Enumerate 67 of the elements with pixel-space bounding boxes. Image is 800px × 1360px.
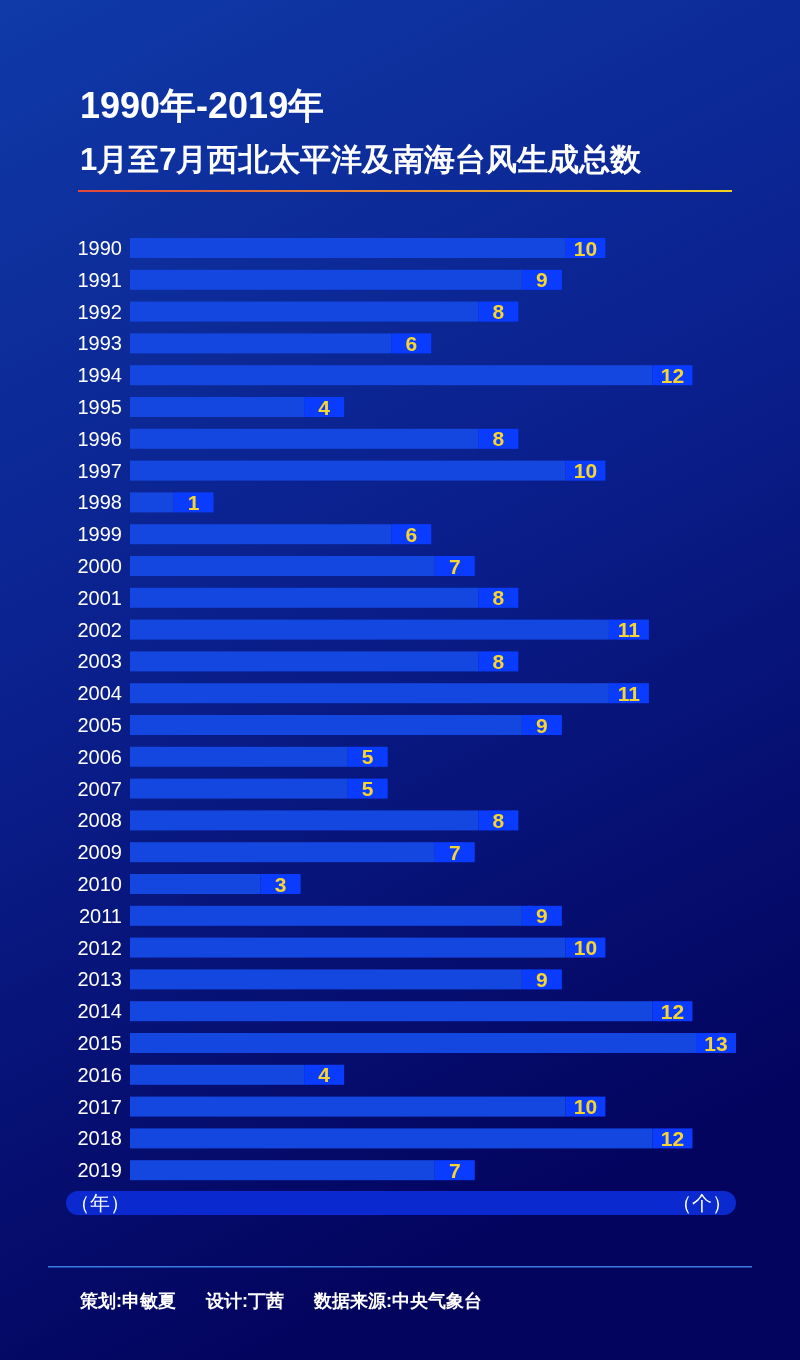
y-tick-label: 2003 — [77, 650, 122, 673]
data-label: 9 — [536, 904, 548, 928]
data-label: 7 — [448, 554, 461, 578]
y-tick-label: 2016 — [77, 1063, 122, 1086]
data-label: 12 — [660, 363, 685, 387]
data-label: 6 — [405, 331, 418, 355]
data-label: 5 — [361, 777, 374, 801]
y-tick-label: 1996 — [77, 427, 122, 450]
data-label: 8 — [492, 649, 505, 673]
y-tick-label: 2019 — [77, 1159, 122, 1182]
y-tick-label: 1993 — [77, 332, 122, 355]
data-label: 7 — [448, 1158, 461, 1182]
text: 策划:申敏夏 — [79, 1291, 176, 1311]
data-label: 4 — [318, 1063, 331, 1087]
y-tick-label: 2009 — [77, 841, 122, 864]
y-tick-label: 2002 — [77, 618, 122, 641]
data-label: 8 — [492, 427, 505, 451]
data-label: 10 — [573, 459, 598, 483]
y-axis-title: （年） — [70, 1192, 130, 1214]
y-tick-label: 1994 — [77, 364, 122, 387]
y-tick-label: 2008 — [77, 809, 122, 832]
source-note: 数据来源:中央气象台 — [313, 1291, 482, 1311]
y-tick-label: 2007 — [77, 777, 122, 800]
y-tick-label: 2014 — [77, 1000, 122, 1023]
data-label: 10 — [573, 936, 598, 960]
data-label: 6 — [405, 522, 418, 546]
data-label: 7 — [448, 840, 461, 864]
y-tick-label: 2001 — [77, 586, 122, 609]
y-tick-label: 1991 — [77, 268, 122, 291]
y-tick-label: 2017 — [77, 1095, 122, 1118]
data-label: 9 — [536, 713, 548, 737]
y-tick-label: 2010 — [77, 873, 122, 895]
data-label: 10 — [573, 236, 598, 260]
x-axis-title: （个） — [672, 1192, 732, 1214]
data-label: 11 — [617, 681, 641, 705]
y-tick-label: 1992 — [77, 300, 122, 323]
data-label: 5 — [361, 745, 374, 769]
data-label: 10 — [573, 1095, 598, 1119]
y-tick-label: 2015 — [77, 1032, 122, 1054]
data-label: 3 — [274, 872, 287, 896]
y-tick-label: 1995 — [77, 396, 122, 418]
y-tick-label: 2011 — [78, 904, 122, 927]
y-tick-label: 2013 — [77, 968, 122, 991]
data-label: 9 — [536, 268, 548, 292]
y-tick-label: 2012 — [77, 936, 122, 959]
text: 设计:丁茜 — [205, 1291, 284, 1311]
data-label: 11 — [617, 618, 641, 642]
data-label: 9 — [536, 967, 548, 991]
y-tick-label: 1990 — [77, 237, 122, 259]
data-label: 8 — [492, 300, 505, 324]
chart-subtitle: 1月至7月西北太平洋及南海台风生成总数 — [80, 142, 643, 177]
data-label: 12 — [660, 1126, 685, 1150]
data-label: 8 — [492, 586, 505, 610]
data-label: 13 — [704, 1031, 728, 1055]
data-label: 12 — [660, 999, 685, 1023]
y-tick-label: 1997 — [77, 459, 122, 482]
data-label: 8 — [492, 808, 505, 832]
y-tick-label: 1999 — [77, 523, 122, 546]
y-tick-label: 2004 — [77, 682, 122, 705]
data-label: 1 — [187, 490, 200, 514]
y-tick-label: 2006 — [77, 745, 122, 768]
y-tick-label: 1998 — [77, 491, 122, 514]
chart-title: 1990年-2019年 — [80, 85, 325, 126]
y-tick-label: 2018 — [77, 1127, 122, 1150]
data-label: 4 — [318, 395, 331, 419]
y-tick-label: 2000 — [77, 555, 122, 577]
y-tick-label: 2005 — [77, 714, 122, 736]
